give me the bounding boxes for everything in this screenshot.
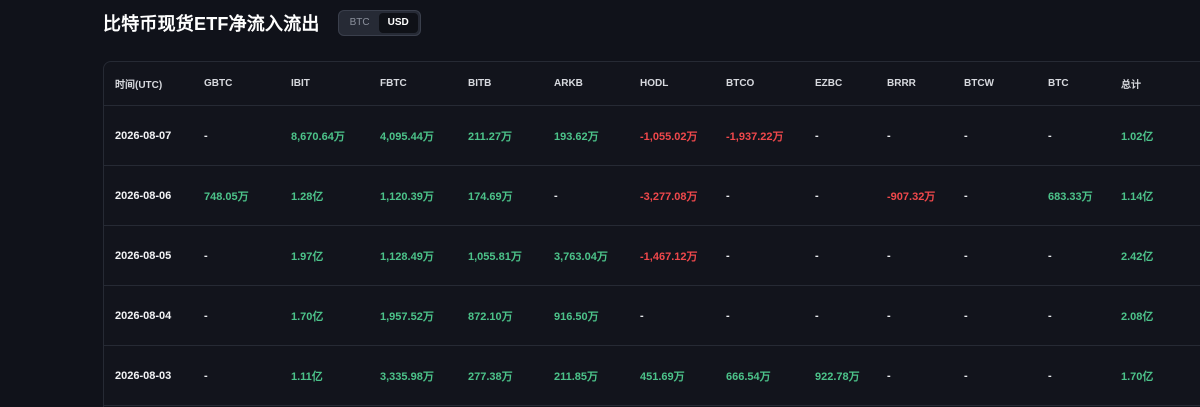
table-cell: -: [876, 105, 953, 166]
page-header: 比特币现货ETF净流入流出 BTC USD: [103, 10, 421, 36]
unit-toggle: BTC USD: [337, 10, 421, 36]
column-header-brrr[interactable]: BRRR: [876, 62, 953, 106]
table-cell: 683.33万: [1037, 165, 1110, 226]
table-cell: 193.62万: [543, 105, 629, 166]
table-cell: -: [629, 285, 715, 346]
column-header-gbtc[interactable]: GBTC: [193, 62, 280, 106]
table-cell: 872.10万: [457, 285, 543, 346]
etf-flow-table: 时间(UTC) GBTC IBIT FBTC BITB ARKB HODL BT…: [104, 62, 1200, 406]
table-cell: -1,467.12万: [629, 225, 715, 286]
table-cell: -: [876, 345, 953, 406]
table-cell-date: 2026-08-07: [104, 105, 193, 166]
table-cell: 1,128.49万: [369, 225, 457, 286]
table-cell: 3,763.04万: [543, 225, 629, 286]
table-cell: 1.28亿: [280, 165, 369, 226]
table-cell: 1,120.39万: [369, 165, 457, 226]
table-cell: 8,670.64万: [280, 105, 369, 166]
table-cell: 211.85万: [543, 345, 629, 406]
table-cell: -: [1037, 285, 1110, 346]
table-cell: -: [876, 225, 953, 286]
table-cell: 1,957.52万: [369, 285, 457, 346]
column-header-btc[interactable]: BTC: [1037, 62, 1110, 106]
table-cell: -: [953, 225, 1037, 286]
table-cell: -: [193, 285, 280, 346]
table-cell: 748.05万: [193, 165, 280, 226]
table-cell: 451.69万: [629, 345, 715, 406]
column-header-bitb[interactable]: BITB: [457, 62, 543, 106]
table-cell: -: [715, 285, 804, 346]
table-cell: 4,095.44万: [369, 105, 457, 166]
table-cell: 1.97亿: [280, 225, 369, 286]
table-cell: 916.50万: [543, 285, 629, 346]
table-cell: -1,937.22万: [715, 105, 804, 166]
table-cell: -: [715, 225, 804, 286]
table-row: 2026-08-07 - 8,670.64万 4,095.44万 211.27万…: [104, 105, 1200, 166]
table-cell: -907.32万: [876, 165, 953, 226]
table-cell-total: 1.70亿: [1110, 345, 1200, 406]
table-cell: -: [193, 105, 280, 166]
table-cell: -: [804, 165, 876, 226]
table-cell: -: [804, 105, 876, 166]
table-cell: -: [953, 285, 1037, 346]
table-cell: -: [193, 345, 280, 406]
table-row: 2026-08-06 748.05万 1.28亿 1,120.39万 174.6…: [104, 165, 1200, 226]
table-cell: 1.70亿: [280, 285, 369, 346]
etf-flow-table-container: 时间(UTC) GBTC IBIT FBTC BITB ARKB HODL BT…: [103, 61, 1200, 407]
table-cell: 666.54万: [715, 345, 804, 406]
column-header-btco[interactable]: BTCO: [715, 62, 804, 106]
table-cell-date: 2026-08-03: [104, 345, 193, 406]
table-row: 2026-08-03 - 1.11亿 3,335.98万 277.38万 211…: [104, 345, 1200, 406]
page-title: 比特币现货ETF净流入流出: [103, 14, 320, 34]
table-cell: -: [1037, 225, 1110, 286]
column-header-ezbc[interactable]: EZBC: [804, 62, 876, 106]
table-cell: -: [953, 165, 1037, 226]
table-row: 2026-08-05 - 1.97亿 1,128.49万 1,055.81万 3…: [104, 225, 1200, 286]
table-cell: -: [953, 345, 1037, 406]
table-cell: -: [543, 165, 629, 226]
table-cell: 922.78万: [804, 345, 876, 406]
table-cell: -: [804, 225, 876, 286]
table-cell: 277.38万: [457, 345, 543, 406]
table-cell-total: 1.02亿: [1110, 105, 1200, 166]
table-cell: -1,055.02万: [629, 105, 715, 166]
table-cell-date: 2026-08-06: [104, 165, 193, 226]
table-cell: 174.69万: [457, 165, 543, 226]
toggle-btc-button[interactable]: BTC: [349, 17, 370, 28]
table-row: 2026-08-04 - 1.70亿 1,957.52万 872.10万 916…: [104, 285, 1200, 346]
table-cell: -3,277.08万: [629, 165, 715, 226]
table-cell: -: [1037, 345, 1110, 406]
toggle-usd-button[interactable]: USD: [378, 13, 418, 33]
table-cell-date: 2026-08-04: [104, 285, 193, 346]
table-cell-total: 2.08亿: [1110, 285, 1200, 346]
table-cell: 3,335.98万: [369, 345, 457, 406]
column-header-fbtc[interactable]: FBTC: [369, 62, 457, 106]
table-header-row: 时间(UTC) GBTC IBIT FBTC BITB ARKB HODL BT…: [104, 62, 1200, 106]
column-header-arkb[interactable]: ARKB: [543, 62, 629, 106]
column-header-time[interactable]: 时间(UTC): [104, 62, 193, 106]
table-cell: -: [1037, 105, 1110, 166]
table-cell: 1,055.81万: [457, 225, 543, 286]
table-cell-date: 2026-08-05: [104, 225, 193, 286]
table-cell: 1.11亿: [280, 345, 369, 406]
column-header-ibit[interactable]: IBIT: [280, 62, 369, 106]
table-cell: -: [804, 285, 876, 346]
column-header-total[interactable]: 总计: [1110, 62, 1200, 106]
table-cell-total: 2.42亿: [1110, 225, 1200, 286]
table-cell: -: [876, 285, 953, 346]
table-cell: -: [715, 165, 804, 226]
column-header-btcw[interactable]: BTCW: [953, 62, 1037, 106]
table-cell-total: 1.14亿: [1110, 165, 1200, 226]
column-header-hodl[interactable]: HODL: [629, 62, 715, 106]
table-cell: 211.27万: [457, 105, 543, 166]
table-cell: -: [193, 225, 280, 286]
table-cell: -: [953, 105, 1037, 166]
